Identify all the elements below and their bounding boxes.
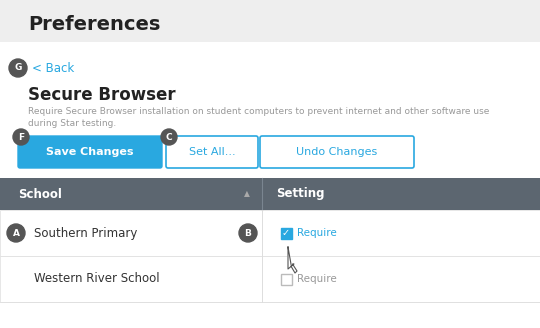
Text: ✓: ✓ — [282, 228, 290, 238]
Circle shape — [7, 224, 25, 242]
Bar — [280, 228, 292, 238]
Circle shape — [9, 59, 27, 77]
Text: A: A — [12, 229, 19, 237]
Circle shape — [239, 224, 257, 242]
Bar — [0, 256, 540, 302]
Text: Preferences: Preferences — [28, 14, 160, 33]
Text: C: C — [166, 133, 172, 141]
Text: Setting: Setting — [276, 188, 325, 200]
FancyBboxPatch shape — [166, 136, 258, 168]
FancyBboxPatch shape — [260, 136, 414, 168]
Text: during Star testing.: during Star testing. — [28, 118, 116, 128]
Polygon shape — [288, 247, 297, 273]
Text: G: G — [15, 64, 22, 72]
Text: School: School — [18, 188, 62, 200]
Text: ▲: ▲ — [244, 190, 250, 198]
Text: Require: Require — [296, 228, 336, 238]
Circle shape — [161, 129, 177, 145]
Bar — [280, 274, 292, 284]
Text: B: B — [245, 229, 252, 237]
Text: Set All...: Set All... — [188, 147, 235, 157]
Text: Require: Require — [296, 274, 336, 284]
Text: Western River School: Western River School — [34, 273, 160, 285]
Text: Require Secure Browser installation on student computers to prevent internet and: Require Secure Browser installation on s… — [28, 108, 489, 116]
Text: Undo Changes: Undo Changes — [296, 147, 377, 157]
Text: Southern Primary: Southern Primary — [34, 227, 137, 239]
Text: < Back: < Back — [32, 62, 75, 74]
Text: Secure Browser: Secure Browser — [28, 86, 176, 104]
Bar — [0, 0, 540, 42]
Text: Save Changes: Save Changes — [46, 147, 134, 157]
Bar — [0, 42, 540, 328]
Circle shape — [13, 129, 29, 145]
FancyBboxPatch shape — [18, 136, 162, 168]
Text: F: F — [18, 133, 24, 141]
Bar — [0, 210, 540, 256]
Bar — [0, 178, 540, 210]
